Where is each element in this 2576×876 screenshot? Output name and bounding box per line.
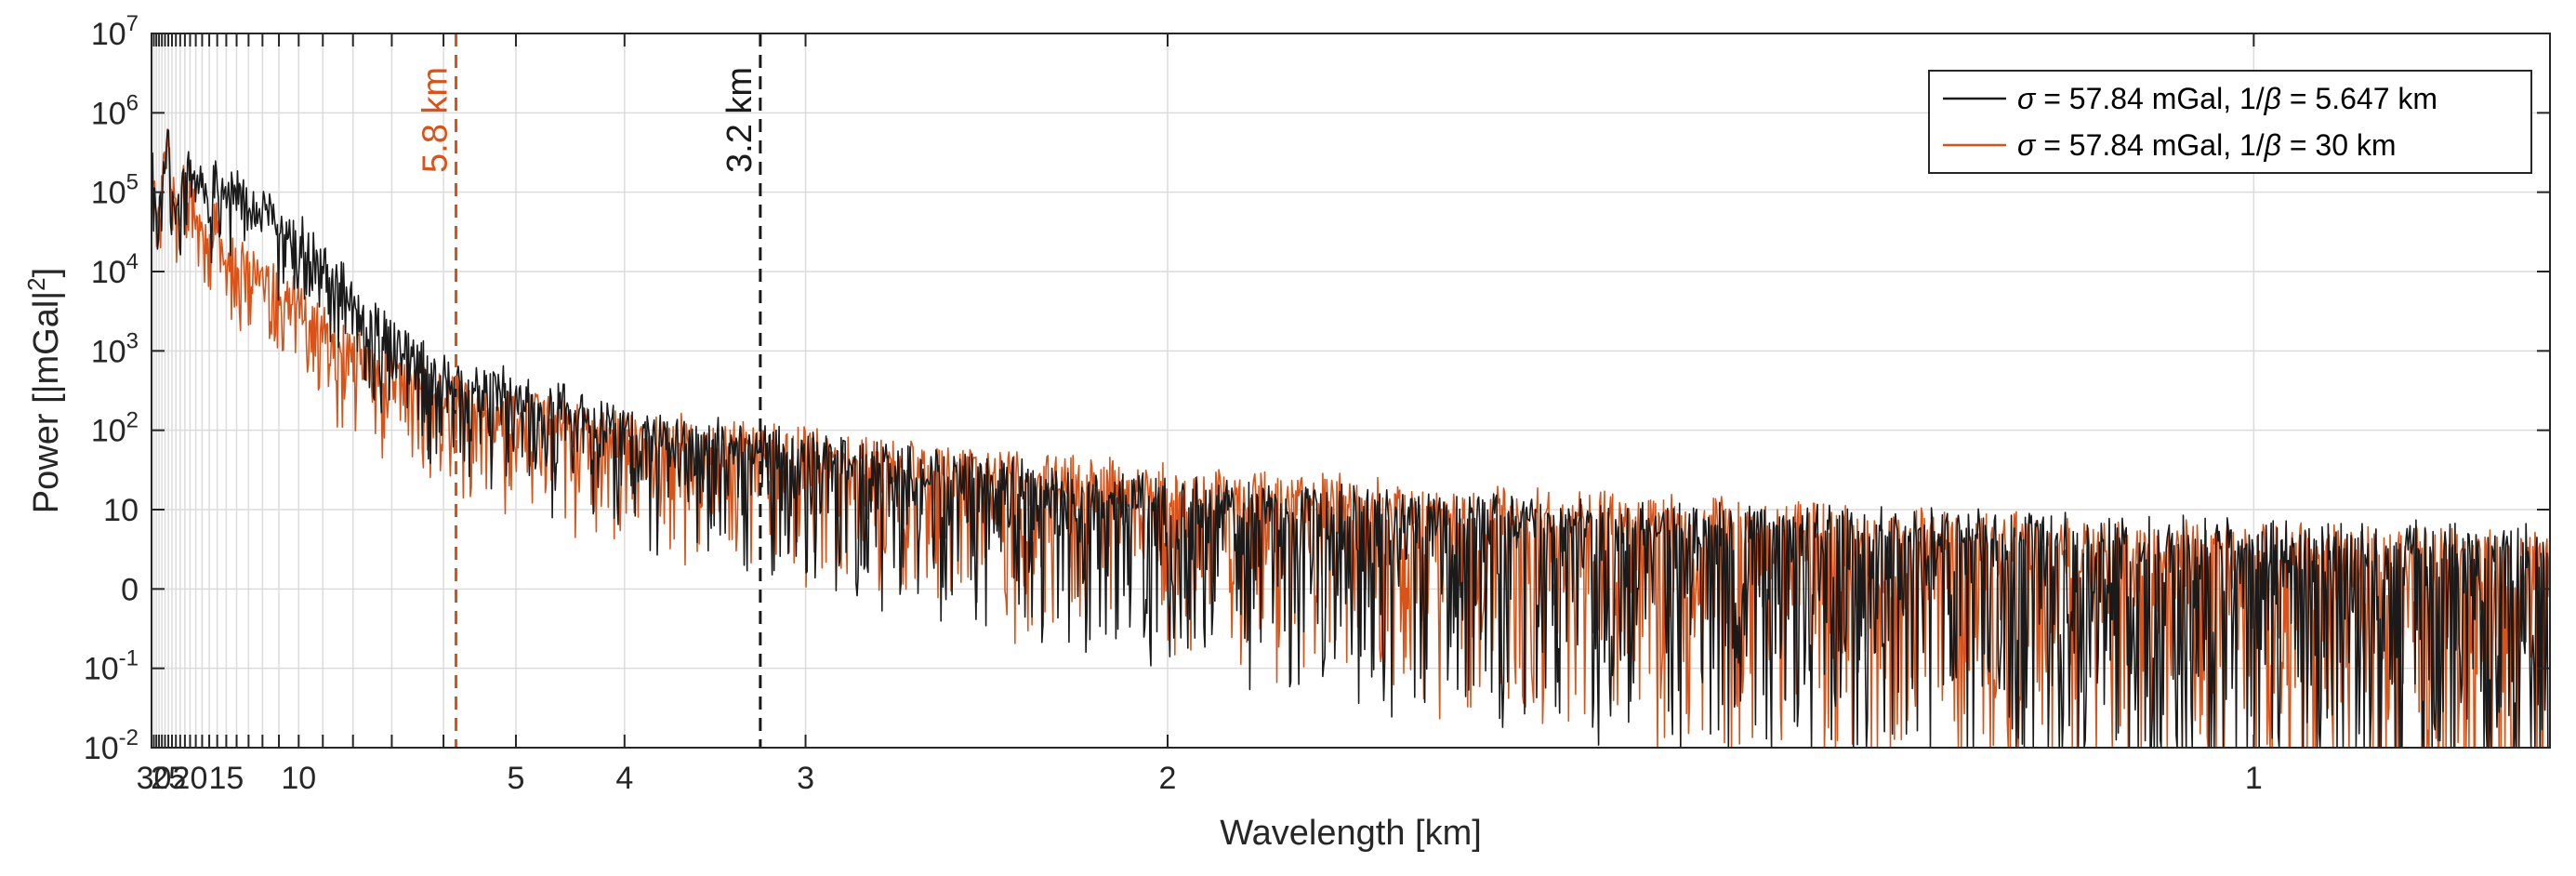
y-tick-label: 10	[103, 493, 139, 528]
x-tick-label: 3	[797, 761, 814, 796]
x-tick-label: 2	[1159, 761, 1177, 796]
y-tick-label: 106	[91, 90, 139, 131]
reference-line-label-1: 5.8 km	[416, 67, 456, 173]
legend-label-series-2: σ = 57.84 mGal, 1/β = 30 km	[2017, 128, 2397, 162]
y-tick-label: 107	[91, 11, 139, 52]
reference-lines: 5.8 km 3.2 km	[416, 33, 762, 748]
y-tick-label: 0	[121, 572, 139, 607]
y-tick-label: 104	[91, 249, 139, 290]
x-axis-title: Wavelength [km]	[1220, 814, 1482, 853]
axis-ticks	[152, 33, 2550, 749]
x-tick-label: 5	[508, 761, 525, 796]
y-tick-label: 10-1	[84, 646, 139, 687]
y-axis-title: Power [|mGal|2]	[22, 268, 66, 513]
y-tick-labels: 107 106 105 104 103 102 10 0 10-1 10-2	[84, 11, 139, 766]
x-tick-label: 10	[281, 761, 316, 796]
x-tick-label: 25	[151, 761, 186, 796]
x-tick-label: 15	[208, 761, 244, 796]
legend: σ = 57.84 mGal, 1/β = 5.647 km σ = 57.84…	[1928, 70, 2532, 174]
y-tick-label: 10-2	[84, 725, 139, 766]
y-tick-label: 102	[91, 408, 139, 449]
x-tick-label: 30	[137, 761, 172, 796]
y-axis-title-main: Power [|mGal|	[27, 291, 66, 513]
plot-frame	[151, 33, 2551, 749]
y-axis-title-suffix: ]	[27, 268, 66, 278]
y-tick-label: 105	[91, 170, 139, 211]
x-tick-label: 20	[173, 761, 208, 796]
x-tick-label: 4	[615, 761, 633, 796]
x-tick-label: 1	[2245, 761, 2263, 796]
y-axis-title-superscript: 2	[22, 277, 50, 290]
y-tick-label: 103	[91, 328, 139, 369]
reference-line-label-2: 3.2 km	[720, 67, 760, 173]
legend-label-series-1: σ = 57.84 mGal, 1/β = 5.647 km	[2017, 82, 2437, 115]
legend-box	[1928, 70, 2532, 174]
